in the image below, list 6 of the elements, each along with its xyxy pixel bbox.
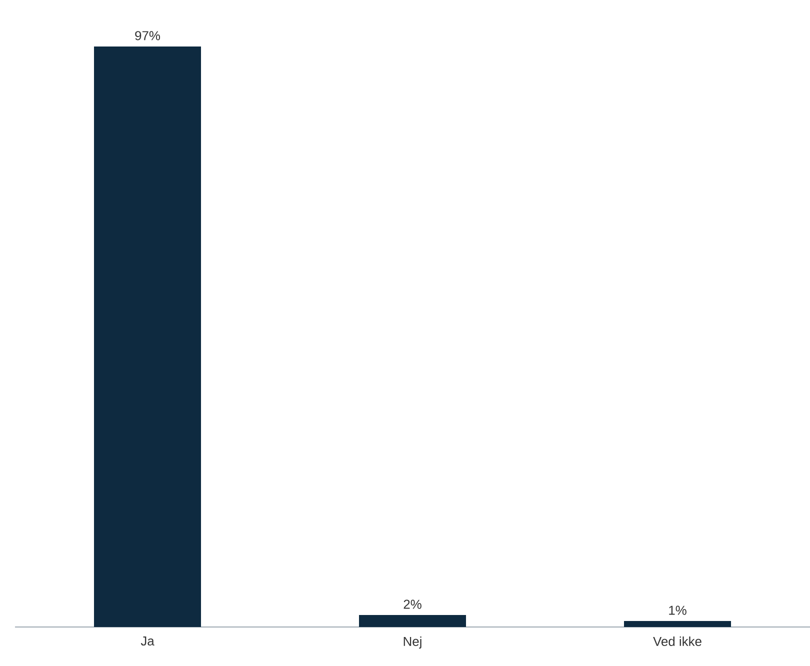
data-label: 1% xyxy=(669,606,686,615)
data-label: 2% xyxy=(404,600,422,609)
x-tick-label: Nej xyxy=(404,636,422,649)
data-label: 97% xyxy=(135,31,160,40)
x-tick-label: Ja xyxy=(140,636,154,646)
x-tick-label: Ved ikke xyxy=(653,636,702,646)
